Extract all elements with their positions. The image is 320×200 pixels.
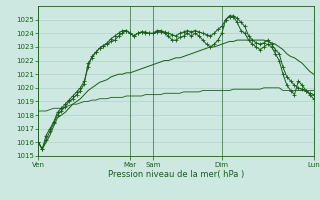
X-axis label: Pression niveau de la mer( hPa ): Pression niveau de la mer( hPa )	[108, 170, 244, 179]
